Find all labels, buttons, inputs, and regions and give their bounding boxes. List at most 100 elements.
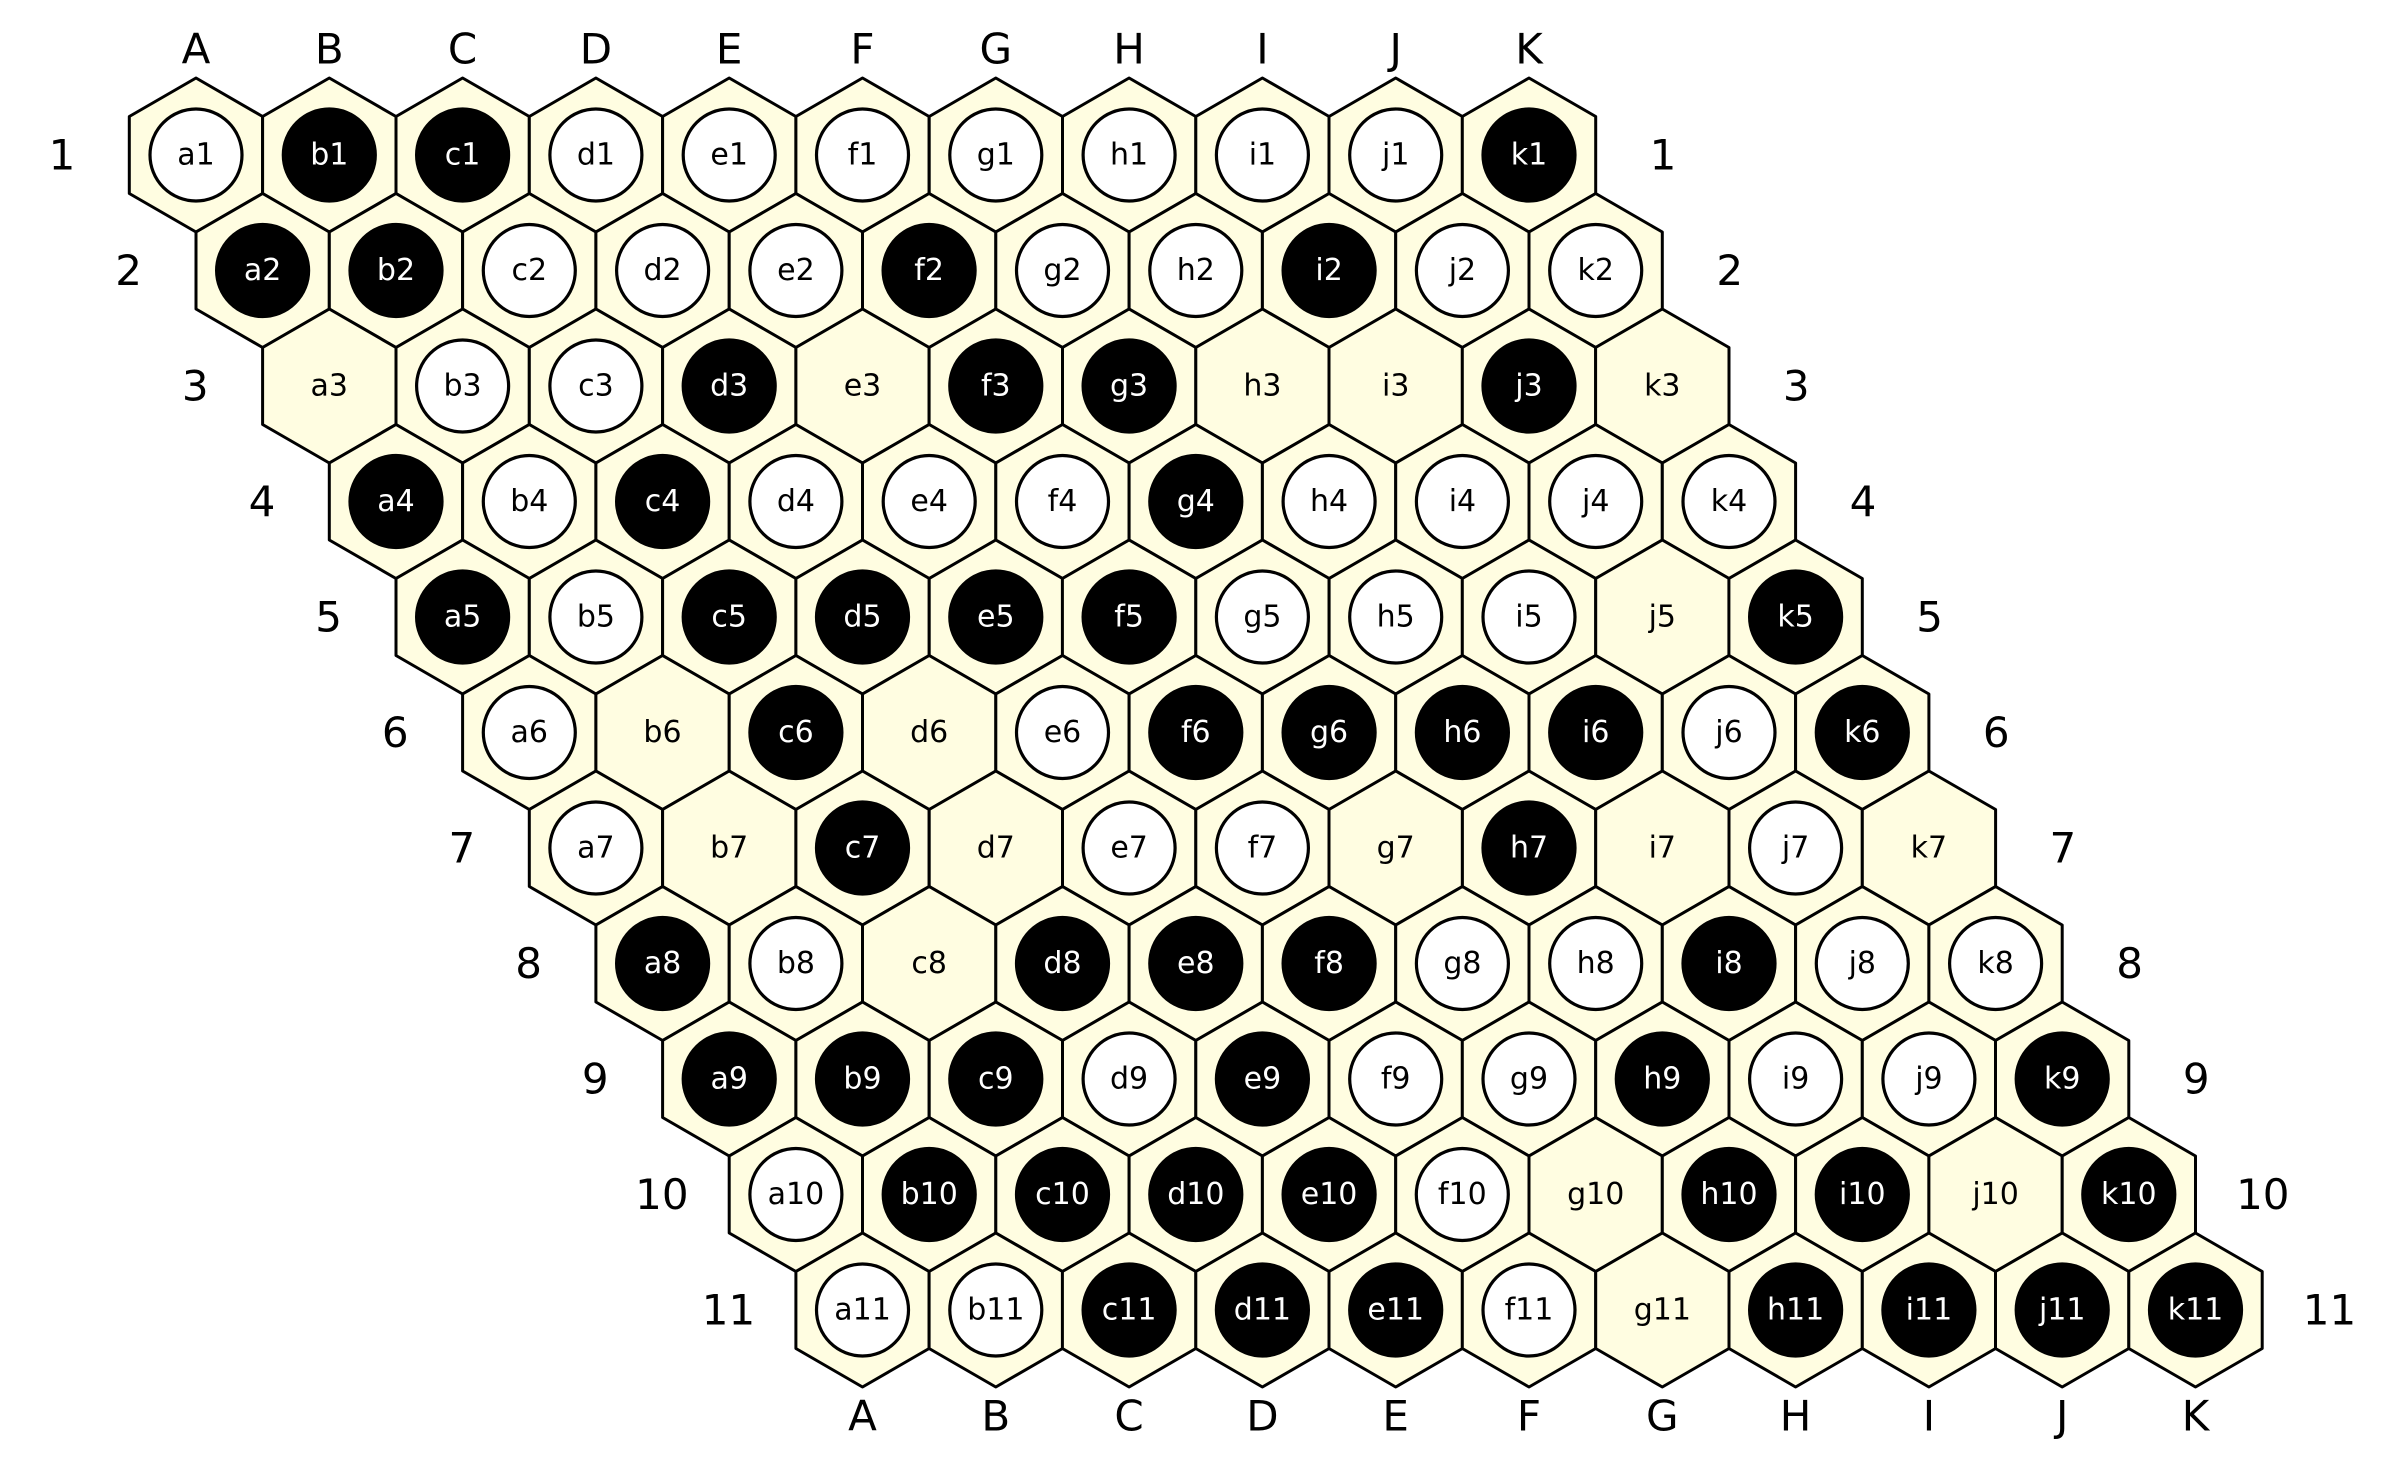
black-stone-e8 [1148, 915, 1244, 1012]
cell-label-c3: c3 [578, 369, 614, 404]
cell-label-i5: i5 [1515, 600, 1542, 635]
white-stone-b11 [948, 1262, 1044, 1358]
cell-label-i7: i7 [1649, 831, 1676, 866]
black-stone-e11 [1348, 1262, 1444, 1358]
column-label-top-B: B [315, 25, 344, 74]
black-stone-b9 [814, 1031, 911, 1127]
black-stone-a8 [614, 915, 711, 1012]
column-label-bottom-K: K [2182, 1392, 2211, 1441]
black-stone-f2 [881, 222, 977, 319]
black-stone-d10 [1148, 1146, 1244, 1243]
cell-label-h2: h2 [1177, 253, 1215, 288]
white-stone-j8 [1814, 915, 1910, 1012]
board-stones [148, 107, 2244, 1358]
black-stone-i6 [1548, 684, 1644, 781]
white-stone-j4 [1548, 453, 1644, 550]
cell-label-i11: i11 [1906, 1293, 1953, 1328]
cell-label-g3: g3 [1110, 369, 1148, 404]
cell-label-b11: b11 [967, 1293, 1024, 1328]
cell-label-i1: i1 [1249, 138, 1276, 173]
cell-label-k5: k5 [1777, 600, 1813, 635]
cell-label-a4: a4 [377, 484, 414, 519]
cell-label-c9: c9 [978, 1062, 1014, 1097]
white-stone-e2 [748, 222, 844, 319]
cell-label-d2: d2 [644, 253, 682, 288]
cell-label-c5: c5 [711, 600, 747, 635]
black-stone-g6 [1281, 684, 1377, 781]
column-label-top-J: J [1387, 25, 1402, 74]
white-stone-f9 [1348, 1031, 1444, 1127]
cell-label-i6: i6 [1582, 715, 1609, 750]
row-label-right-4: 4 [1850, 477, 1877, 526]
row-label-right-5: 5 [1916, 593, 1943, 642]
white-stone-i5 [1481, 569, 1577, 665]
cell-label-f9: f9 [1381, 1062, 1411, 1097]
white-stone-i9 [1747, 1031, 1844, 1127]
white-stone-e6 [1014, 684, 1111, 781]
white-stone-a7 [548, 800, 644, 896]
black-stone-g3 [1081, 338, 1177, 434]
cell-label-k7: k7 [1911, 831, 1947, 866]
column-label-top-K: K [1515, 25, 1544, 74]
cell-label-a6: a6 [511, 715, 548, 750]
black-stone-f8 [1281, 915, 1377, 1012]
cell-label-d4: d4 [777, 484, 815, 519]
cell-label-c1: c1 [445, 138, 481, 173]
white-stone-f4 [1014, 453, 1111, 550]
black-stone-i11 [1881, 1262, 1977, 1358]
black-stone-f5 [1081, 569, 1177, 665]
black-stone-k11 [2147, 1262, 2244, 1358]
black-stone-c7 [814, 800, 911, 896]
black-stone-h10 [1681, 1146, 1777, 1243]
white-stone-a10 [748, 1146, 844, 1243]
black-stone-a9 [681, 1031, 777, 1127]
cell-label-f1: f1 [848, 138, 878, 173]
column-label-top-I: I [1256, 25, 1268, 74]
white-stone-a6 [481, 684, 577, 781]
cell-label-b1: b1 [310, 138, 348, 173]
column-label-bottom-J: J [2053, 1392, 2068, 1441]
black-stone-i8 [1681, 915, 1777, 1012]
cell-label-h7: h7 [1510, 831, 1548, 866]
cell-label-k2: k2 [1577, 253, 1613, 288]
black-stone-f6 [1148, 684, 1244, 781]
white-stone-d4 [748, 453, 844, 550]
cell-label-c2: c2 [512, 253, 548, 288]
cell-label-f2: f2 [914, 253, 944, 288]
white-stone-b4 [481, 453, 577, 550]
white-stone-h2 [1148, 222, 1244, 319]
cell-label-d3: d3 [710, 369, 748, 404]
black-stone-g4 [1148, 453, 1244, 550]
black-stone-i2 [1281, 222, 1377, 319]
cell-label-a8: a8 [644, 946, 681, 981]
black-stone-a5 [415, 569, 511, 665]
column-label-top-C: C [448, 25, 477, 74]
row-label-right-7: 7 [2050, 824, 2077, 873]
cell-label-k9: k9 [2044, 1062, 2080, 1097]
black-stone-h11 [1747, 1262, 1844, 1358]
black-stone-h7 [1481, 800, 1577, 896]
white-stone-b5 [548, 569, 644, 665]
cell-label-e4: e4 [910, 484, 948, 519]
cell-label-h10: h10 [1700, 1177, 1757, 1212]
cell-label-a11: a11 [834, 1293, 891, 1328]
white-stone-c3 [548, 338, 644, 434]
column-label-top-F: F [850, 25, 874, 74]
white-stone-h4 [1281, 453, 1377, 550]
black-stone-e10 [1281, 1146, 1377, 1243]
cell-label-h1: h1 [1110, 138, 1148, 173]
cell-label-j7: j7 [1781, 831, 1809, 866]
cell-label-b3: b3 [444, 369, 482, 404]
cell-label-d1: d1 [577, 138, 615, 173]
cell-label-g10: g10 [1567, 1177, 1624, 1212]
white-stone-i1 [1214, 107, 1311, 203]
cell-label-g7: g7 [1377, 831, 1415, 866]
black-stone-c11 [1081, 1262, 1177, 1358]
black-stone-d8 [1014, 915, 1111, 1012]
cell-label-a7: a7 [577, 831, 614, 866]
cell-label-e5: e5 [977, 600, 1015, 635]
black-stone-a4 [348, 453, 444, 550]
cell-label-d6: d6 [910, 715, 948, 750]
